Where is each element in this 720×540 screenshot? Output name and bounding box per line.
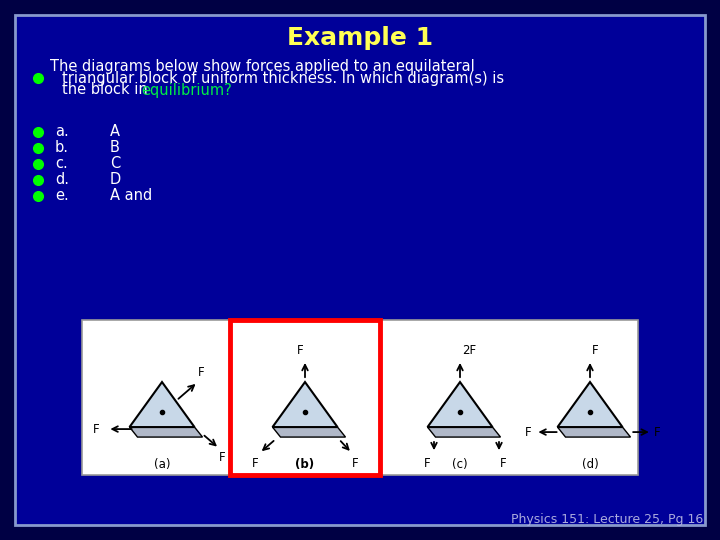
Text: F: F <box>654 426 660 438</box>
Text: F: F <box>500 457 507 470</box>
Text: B: B <box>110 140 120 156</box>
Text: A: A <box>110 125 120 139</box>
Text: F: F <box>219 451 226 464</box>
Polygon shape <box>428 382 492 427</box>
Polygon shape <box>557 382 623 427</box>
Polygon shape <box>557 427 631 437</box>
Text: a.: a. <box>55 125 68 139</box>
Text: triangular block of uniform thickness. In which diagram(s) is: triangular block of uniform thickness. I… <box>62 71 504 85</box>
Text: F: F <box>525 426 531 438</box>
Text: F: F <box>297 344 303 357</box>
Text: C: C <box>110 157 120 172</box>
Text: (b): (b) <box>295 458 315 471</box>
Bar <box>82 320 638 475</box>
Text: b.: b. <box>55 140 69 156</box>
Text: F: F <box>93 423 99 436</box>
Bar <box>230 320 380 475</box>
Text: F: F <box>198 366 204 379</box>
Text: (c): (c) <box>452 458 468 471</box>
Polygon shape <box>130 382 194 427</box>
Text: F: F <box>352 457 359 470</box>
Text: The diagrams below show forces applied to an equilateral: The diagrams below show forces applied t… <box>50 58 474 73</box>
Text: the block in: the block in <box>62 83 153 98</box>
Text: Example 1: Example 1 <box>287 26 433 50</box>
Polygon shape <box>130 427 202 437</box>
Text: (a): (a) <box>154 458 170 471</box>
Text: (d): (d) <box>582 458 598 471</box>
Text: d.: d. <box>55 172 69 187</box>
Text: F: F <box>424 457 431 470</box>
Text: D: D <box>110 172 121 187</box>
Polygon shape <box>272 382 338 427</box>
Text: e.: e. <box>55 188 68 204</box>
Polygon shape <box>272 427 346 437</box>
Text: A and: A and <box>110 188 152 204</box>
Text: F: F <box>251 457 258 470</box>
Text: c.: c. <box>55 157 68 172</box>
Text: 2F: 2F <box>462 344 476 357</box>
Text: F: F <box>592 344 598 357</box>
Text: equilibrium?: equilibrium? <box>141 83 232 98</box>
Polygon shape <box>428 427 500 437</box>
Text: Physics 151: Lecture 25, Pg 16: Physics 151: Lecture 25, Pg 16 <box>510 514 703 526</box>
